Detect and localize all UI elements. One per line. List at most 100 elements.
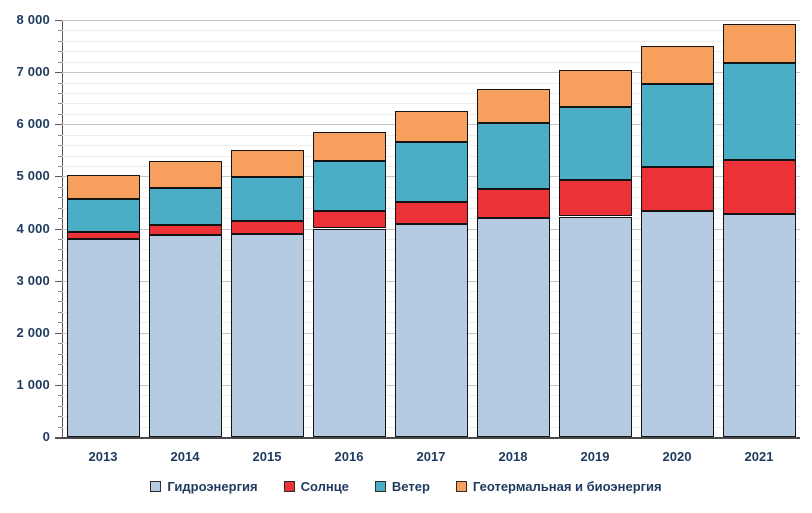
y-tick-major [55,384,62,386]
bar-segment-2017 [394,111,468,143]
gridline-major [62,72,800,74]
gridline-minor [62,40,800,42]
legend-item: Гидроэнергия [150,479,258,494]
bar-segment-2013 [66,198,140,233]
bar-segment-2015 [230,233,304,437]
y-axis-line [62,20,63,439]
y-axis-label: 4 000 [16,220,50,236]
y-tick-minor [58,197,62,199]
gridline-minor [62,30,800,32]
bar-segment-2021 [722,214,796,437]
y-tick-minor [58,51,62,53]
gridline-minor [62,103,800,105]
y-tick-minor [58,134,62,136]
y-tick-minor [58,416,62,418]
bar-segment-2016 [312,131,386,162]
legend-label: Гидроэнергия [167,479,258,494]
bar-segment-2014 [148,234,222,437]
y-axis-label: 2 000 [16,324,50,340]
y-tick-major [55,72,62,74]
y-tick-minor [58,311,62,313]
bar-segment-2015 [230,177,304,222]
bar-segment-2014 [148,224,222,235]
bar-segment-2020 [640,83,714,168]
y-tick-major [55,124,62,126]
x-axis-label: 2013 [88,449,118,464]
legend-label: Ветер [391,479,430,494]
y-tick-major [55,332,62,334]
y-tick-minor [58,165,62,167]
y-axis-label: 7 000 [16,64,50,80]
bar-segment-2020 [640,210,714,437]
bar-segment-2018 [476,218,550,437]
y-tick-minor [58,270,62,272]
y-tick-minor [58,186,62,188]
x-axis-label: 2014 [170,449,200,464]
x-axis-label: 2018 [498,449,528,464]
bar-segment-2019 [558,179,632,217]
y-tick-minor [58,426,62,428]
gridline-minor [62,51,800,53]
y-tick-major [55,228,62,230]
y-axis-label: 6 000 [16,116,50,132]
y-tick-minor [58,322,62,324]
y-tick-minor [58,82,62,84]
y-tick-minor [58,61,62,63]
x-axis-line [55,437,800,439]
bar-segment-2016 [312,228,386,437]
bar-segment-2021 [722,160,796,215]
y-tick-minor [58,218,62,220]
y-tick-minor [58,343,62,345]
x-axis-label: 2017 [416,449,446,464]
bar-segment-2018 [476,123,550,190]
bar-segment-2013 [66,175,140,199]
x-axis-label: 2020 [662,449,692,464]
gridline-major [62,20,800,21]
y-axis-label: 5 000 [16,168,50,184]
y-tick-minor [58,113,62,115]
y-tick-minor [58,291,62,293]
y-tick-minor [58,103,62,105]
y-tick-minor [58,145,62,147]
bar-segment-2014 [148,160,222,189]
bar-segment-2020 [640,167,714,211]
bar-segment-2017 [394,201,468,225]
gridline-minor [62,92,800,94]
y-tick-major [55,280,62,282]
bar-segment-2019 [558,106,632,180]
y-axis-label: 0 [42,429,50,444]
bar-segment-2018 [476,189,550,219]
y-tick-minor [58,40,62,42]
legend-label: Солнце [300,479,349,494]
bar-segment-2021 [722,23,796,64]
legend-swatch-icon [374,481,386,492]
legend-swatch-icon [150,481,162,492]
y-tick-minor [58,207,62,209]
y-axis-label: 3 000 [16,272,50,288]
chart-legend: Гидроэнергия Солнце Ветер Геотермальная и б… [0,479,812,494]
y-tick-minor [58,259,62,261]
y-tick-minor [58,155,62,157]
gridline-minor [62,61,800,63]
bar-segment-2017 [394,224,468,437]
y-tick-major [55,176,62,178]
y-tick-minor [58,405,62,407]
bar-segment-2016 [312,161,386,211]
x-axis-label: 2015 [252,449,282,464]
bar-segment-2018 [476,88,550,124]
y-tick-major [55,20,62,21]
y-tick-minor [58,249,62,251]
y-tick-minor [58,301,62,303]
y-tick-minor [58,353,62,355]
y-tick-minor [58,395,62,397]
legend-label: Геотермальная и биоэнергия [472,479,662,494]
bar-segment-2015 [230,221,304,234]
x-axis-label: 2016 [334,449,364,464]
y-axis-label: 8 000 [16,12,50,27]
y-axis-label: 1 000 [16,376,50,392]
bar-segment-2019 [558,70,632,107]
y-tick-minor [58,374,62,376]
legend-swatch-icon [455,481,467,492]
y-tick-minor [58,92,62,94]
legend-swatch-icon [283,481,295,492]
